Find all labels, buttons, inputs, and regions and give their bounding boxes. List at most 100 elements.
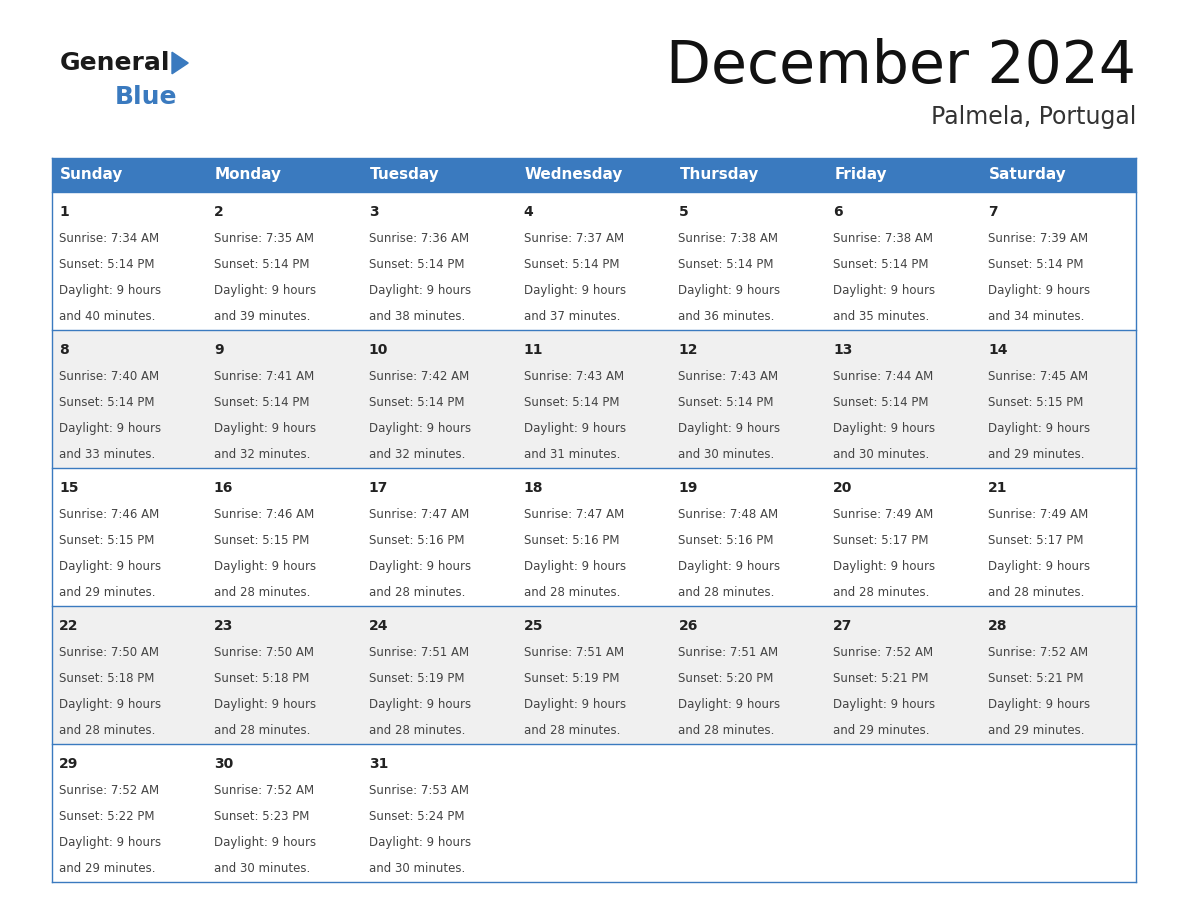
Text: 27: 27 bbox=[833, 619, 853, 633]
Text: Sunrise: 7:51 AM: Sunrise: 7:51 AM bbox=[368, 646, 469, 659]
Text: and 30 minutes.: and 30 minutes. bbox=[368, 862, 465, 875]
Text: Sunset: 5:17 PM: Sunset: 5:17 PM bbox=[833, 534, 929, 547]
Text: and 28 minutes.: and 28 minutes. bbox=[678, 586, 775, 599]
Bar bbox=[52, 330, 1136, 468]
Text: 13: 13 bbox=[833, 343, 853, 357]
Text: Sunrise: 7:47 AM: Sunrise: 7:47 AM bbox=[524, 508, 624, 521]
Text: and 28 minutes.: and 28 minutes. bbox=[524, 724, 620, 737]
Text: and 29 minutes.: and 29 minutes. bbox=[833, 724, 930, 737]
Text: 20: 20 bbox=[833, 481, 853, 495]
Text: and 40 minutes.: and 40 minutes. bbox=[59, 310, 156, 323]
Text: Daylight: 9 hours: Daylight: 9 hours bbox=[59, 836, 162, 849]
Text: and 29 minutes.: and 29 minutes. bbox=[59, 862, 156, 875]
Text: Sunrise: 7:37 AM: Sunrise: 7:37 AM bbox=[524, 232, 624, 245]
Text: Sunset: 5:19 PM: Sunset: 5:19 PM bbox=[524, 672, 619, 685]
Text: Sunset: 5:14 PM: Sunset: 5:14 PM bbox=[214, 258, 309, 271]
Text: Daylight: 9 hours: Daylight: 9 hours bbox=[988, 284, 1091, 297]
Text: Sunrise: 7:35 AM: Sunrise: 7:35 AM bbox=[214, 232, 314, 245]
Text: and 29 minutes.: and 29 minutes. bbox=[59, 586, 156, 599]
Text: 29: 29 bbox=[59, 757, 78, 771]
Text: and 28 minutes.: and 28 minutes. bbox=[59, 724, 156, 737]
Text: Daylight: 9 hours: Daylight: 9 hours bbox=[214, 560, 316, 573]
Text: 14: 14 bbox=[988, 343, 1007, 357]
Text: Sunrise: 7:50 AM: Sunrise: 7:50 AM bbox=[59, 646, 159, 659]
Text: Daylight: 9 hours: Daylight: 9 hours bbox=[833, 698, 935, 711]
Text: Daylight: 9 hours: Daylight: 9 hours bbox=[368, 284, 470, 297]
Text: and 28 minutes.: and 28 minutes. bbox=[214, 724, 310, 737]
Text: Daylight: 9 hours: Daylight: 9 hours bbox=[59, 422, 162, 435]
Text: and 29 minutes.: and 29 minutes. bbox=[988, 724, 1085, 737]
Text: 10: 10 bbox=[368, 343, 388, 357]
Text: and 28 minutes.: and 28 minutes. bbox=[524, 586, 620, 599]
Text: Daylight: 9 hours: Daylight: 9 hours bbox=[368, 560, 470, 573]
Text: Daylight: 9 hours: Daylight: 9 hours bbox=[833, 560, 935, 573]
Text: Sunset: 5:14 PM: Sunset: 5:14 PM bbox=[678, 396, 773, 409]
Text: Daylight: 9 hours: Daylight: 9 hours bbox=[214, 698, 316, 711]
Text: and 36 minutes.: and 36 minutes. bbox=[678, 310, 775, 323]
Text: 3: 3 bbox=[368, 205, 378, 219]
Text: Daylight: 9 hours: Daylight: 9 hours bbox=[988, 698, 1091, 711]
Text: 6: 6 bbox=[833, 205, 843, 219]
Text: Palmela, Portugal: Palmela, Portugal bbox=[930, 105, 1136, 129]
Text: 5: 5 bbox=[678, 205, 688, 219]
Text: and 29 minutes.: and 29 minutes. bbox=[988, 448, 1085, 461]
Text: 15: 15 bbox=[59, 481, 78, 495]
Text: Sunrise: 7:36 AM: Sunrise: 7:36 AM bbox=[368, 232, 469, 245]
Text: 19: 19 bbox=[678, 481, 697, 495]
Text: Sunset: 5:15 PM: Sunset: 5:15 PM bbox=[988, 396, 1083, 409]
Text: Daylight: 9 hours: Daylight: 9 hours bbox=[214, 422, 316, 435]
Text: Sunrise: 7:42 AM: Sunrise: 7:42 AM bbox=[368, 370, 469, 383]
Text: Sunset: 5:14 PM: Sunset: 5:14 PM bbox=[368, 396, 465, 409]
Text: Daylight: 9 hours: Daylight: 9 hours bbox=[678, 284, 781, 297]
Text: Sunset: 5:21 PM: Sunset: 5:21 PM bbox=[988, 672, 1083, 685]
Text: Sunrise: 7:46 AM: Sunrise: 7:46 AM bbox=[214, 508, 314, 521]
Text: Thursday: Thursday bbox=[680, 167, 759, 183]
Text: and 32 minutes.: and 32 minutes. bbox=[214, 448, 310, 461]
Text: 28: 28 bbox=[988, 619, 1007, 633]
Text: Daylight: 9 hours: Daylight: 9 hours bbox=[678, 422, 781, 435]
Text: Sunrise: 7:40 AM: Sunrise: 7:40 AM bbox=[59, 370, 159, 383]
Text: Sunrise: 7:52 AM: Sunrise: 7:52 AM bbox=[214, 784, 314, 797]
Text: Sunrise: 7:51 AM: Sunrise: 7:51 AM bbox=[524, 646, 624, 659]
Text: Sunset: 5:21 PM: Sunset: 5:21 PM bbox=[833, 672, 929, 685]
Text: Daylight: 9 hours: Daylight: 9 hours bbox=[214, 284, 316, 297]
Text: and 32 minutes.: and 32 minutes. bbox=[368, 448, 465, 461]
Text: 24: 24 bbox=[368, 619, 388, 633]
Text: Friday: Friday bbox=[834, 167, 887, 183]
Polygon shape bbox=[172, 52, 188, 73]
Text: Tuesday: Tuesday bbox=[369, 167, 440, 183]
Text: Saturday: Saturday bbox=[990, 167, 1067, 183]
Text: Daylight: 9 hours: Daylight: 9 hours bbox=[678, 698, 781, 711]
Text: Sunrise: 7:52 AM: Sunrise: 7:52 AM bbox=[833, 646, 934, 659]
Text: and 28 minutes.: and 28 minutes. bbox=[678, 724, 775, 737]
Text: 16: 16 bbox=[214, 481, 233, 495]
Text: and 33 minutes.: and 33 minutes. bbox=[59, 448, 156, 461]
Text: 2: 2 bbox=[214, 205, 223, 219]
Text: Sunrise: 7:52 AM: Sunrise: 7:52 AM bbox=[988, 646, 1088, 659]
Text: Sunset: 5:16 PM: Sunset: 5:16 PM bbox=[678, 534, 773, 547]
Text: Sunset: 5:16 PM: Sunset: 5:16 PM bbox=[368, 534, 465, 547]
Text: Sunrise: 7:38 AM: Sunrise: 7:38 AM bbox=[678, 232, 778, 245]
Text: Sunrise: 7:53 AM: Sunrise: 7:53 AM bbox=[368, 784, 469, 797]
Text: Sunset: 5:19 PM: Sunset: 5:19 PM bbox=[368, 672, 465, 685]
Text: Sunset: 5:14 PM: Sunset: 5:14 PM bbox=[368, 258, 465, 271]
Text: Sunset: 5:14 PM: Sunset: 5:14 PM bbox=[524, 396, 619, 409]
Text: Sunset: 5:14 PM: Sunset: 5:14 PM bbox=[833, 396, 929, 409]
Text: Sunset: 5:23 PM: Sunset: 5:23 PM bbox=[214, 810, 309, 823]
Text: Daylight: 9 hours: Daylight: 9 hours bbox=[59, 284, 162, 297]
Text: Sunset: 5:15 PM: Sunset: 5:15 PM bbox=[214, 534, 309, 547]
Text: Sunset: 5:14 PM: Sunset: 5:14 PM bbox=[59, 258, 154, 271]
Text: Sunrise: 7:44 AM: Sunrise: 7:44 AM bbox=[833, 370, 934, 383]
Text: Daylight: 9 hours: Daylight: 9 hours bbox=[368, 836, 470, 849]
Text: 11: 11 bbox=[524, 343, 543, 357]
Text: 17: 17 bbox=[368, 481, 388, 495]
Text: Daylight: 9 hours: Daylight: 9 hours bbox=[678, 560, 781, 573]
Bar bbox=[52, 744, 1136, 882]
Bar bbox=[52, 468, 1136, 606]
Text: and 30 minutes.: and 30 minutes. bbox=[678, 448, 775, 461]
Text: and 35 minutes.: and 35 minutes. bbox=[833, 310, 929, 323]
Text: 7: 7 bbox=[988, 205, 998, 219]
Text: and 38 minutes.: and 38 minutes. bbox=[368, 310, 465, 323]
Text: Sunset: 5:18 PM: Sunset: 5:18 PM bbox=[214, 672, 309, 685]
Text: and 37 minutes.: and 37 minutes. bbox=[524, 310, 620, 323]
